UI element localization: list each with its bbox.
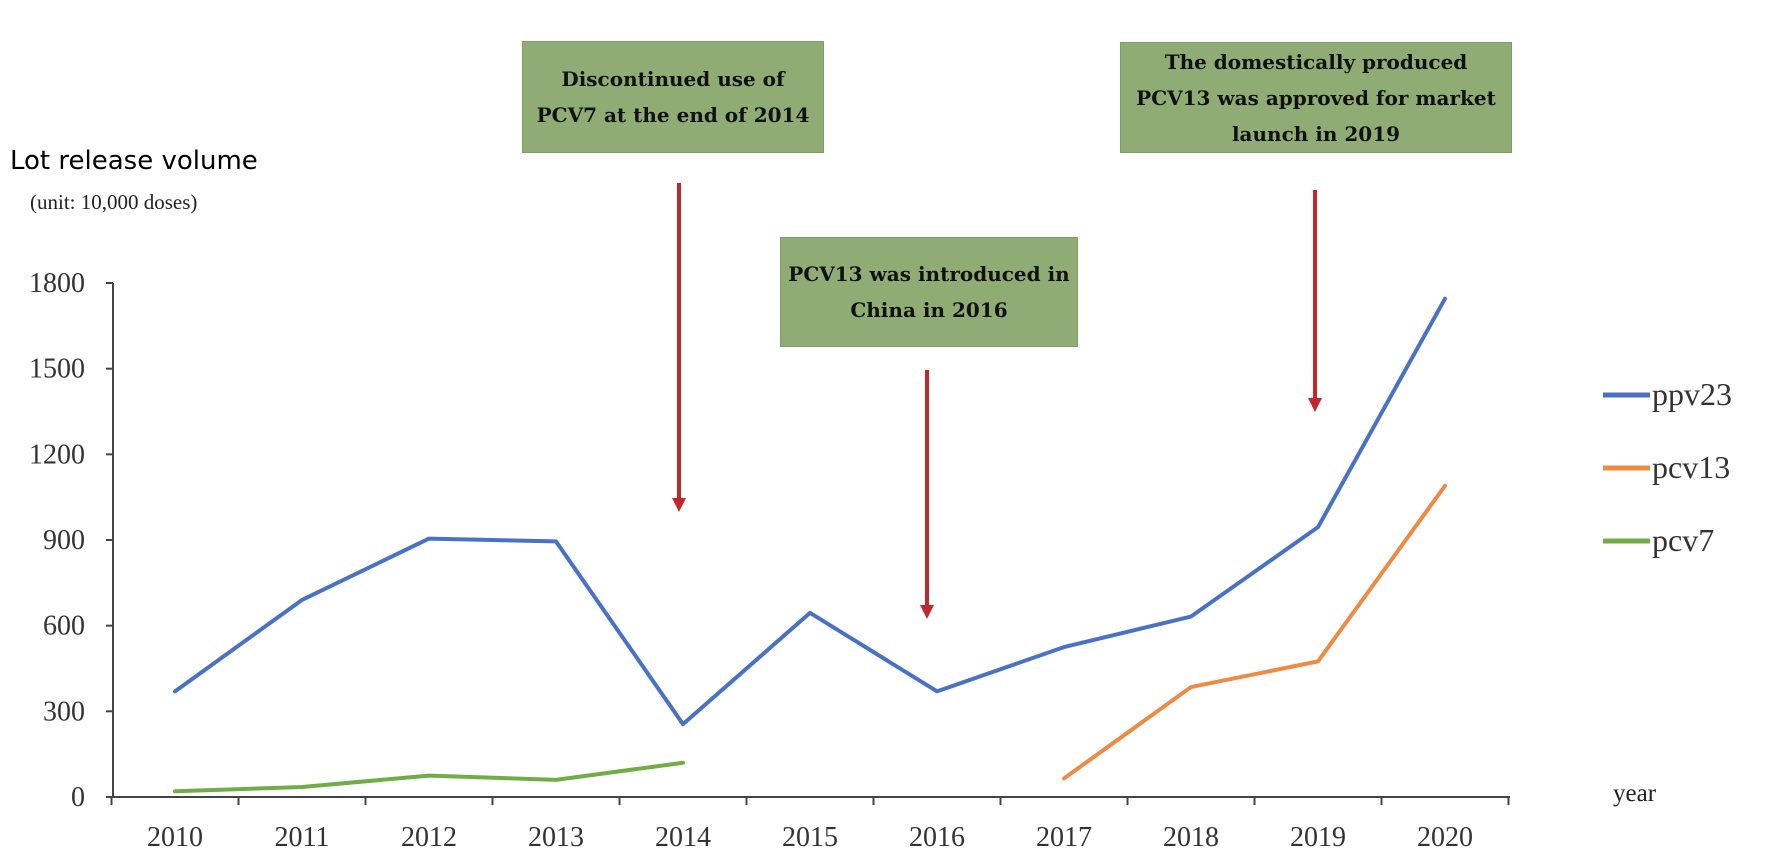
y-tick-label: 0	[71, 782, 85, 813]
annotation-domestic-pcv13-approved: The domestically produced PCV13 was appr…	[1120, 42, 1512, 153]
x-tick-label: 2014	[655, 822, 711, 853]
legend-label-pcv13: pcv13	[1652, 449, 1730, 485]
annotation-text: The domestically produced PCV13 was appr…	[1136, 44, 1496, 152]
annotation-line: PCV7 at the end of 2014	[536, 103, 810, 127]
y-tick-label: 1500	[29, 354, 85, 385]
annotation-arrow-head	[672, 498, 686, 512]
x-axis-title: year	[1613, 780, 1657, 807]
annotation-pcv7-discontinued: Discontinued use of PCV7 at the end of 2…	[522, 41, 824, 153]
annotation-line: PCV13 was introduced in	[788, 262, 1070, 286]
series-line-ppv23	[173, 296, 1447, 727]
y-tick-label: 600	[43, 611, 85, 642]
x-tick-label: 2019	[1290, 822, 1346, 853]
y-tick-label: 1200	[29, 439, 85, 470]
annotation-text: Discontinued use of PCV7 at the end of 2…	[537, 61, 810, 133]
y-tick-label: 900	[43, 525, 85, 556]
x-tick-label: 2010	[147, 822, 203, 853]
x-tick-label: 2017	[1036, 822, 1092, 853]
annotation-pcv13-introduced: PCV13 was introduced in China in 2016	[780, 237, 1078, 347]
x-tick-label: 2011	[275, 822, 330, 853]
y-axis-title: Lot release volume	[10, 146, 258, 176]
x-tick-label: 2016	[909, 822, 965, 853]
annotation-line: The domestically produced	[1164, 49, 1468, 74]
annotation-line: Discontinued use of	[561, 67, 785, 91]
x-tick-label: 2013	[528, 822, 584, 853]
series-line-pcv13	[1062, 483, 1447, 781]
x-tick-label: 2012	[401, 822, 457, 853]
y-tick-label: 300	[43, 696, 85, 727]
series-line-pcv7	[173, 760, 685, 794]
y-axis-unit: (unit: 10,000 doses)	[30, 190, 198, 214]
annotation-line: China in 2016	[850, 298, 1008, 322]
y-tick-label: 1800	[29, 268, 85, 299]
annotation-arrow-head	[1308, 398, 1322, 412]
annotation-line: launch in 2019	[1231, 121, 1401, 146]
annotation-text: PCV13 was introduced in China in 2016	[788, 256, 1069, 328]
annotation-arrow-head	[920, 605, 934, 619]
x-tick-label: 2018	[1163, 822, 1219, 853]
x-tick-label: 2020	[1417, 822, 1473, 853]
legend-label-ppv23: ppv23	[1652, 376, 1732, 412]
x-tick-label: 2015	[782, 822, 838, 853]
legend-label-pcv7: pcv7	[1652, 522, 1714, 558]
annotation-line: PCV13 was approved for market	[1136, 85, 1496, 110]
